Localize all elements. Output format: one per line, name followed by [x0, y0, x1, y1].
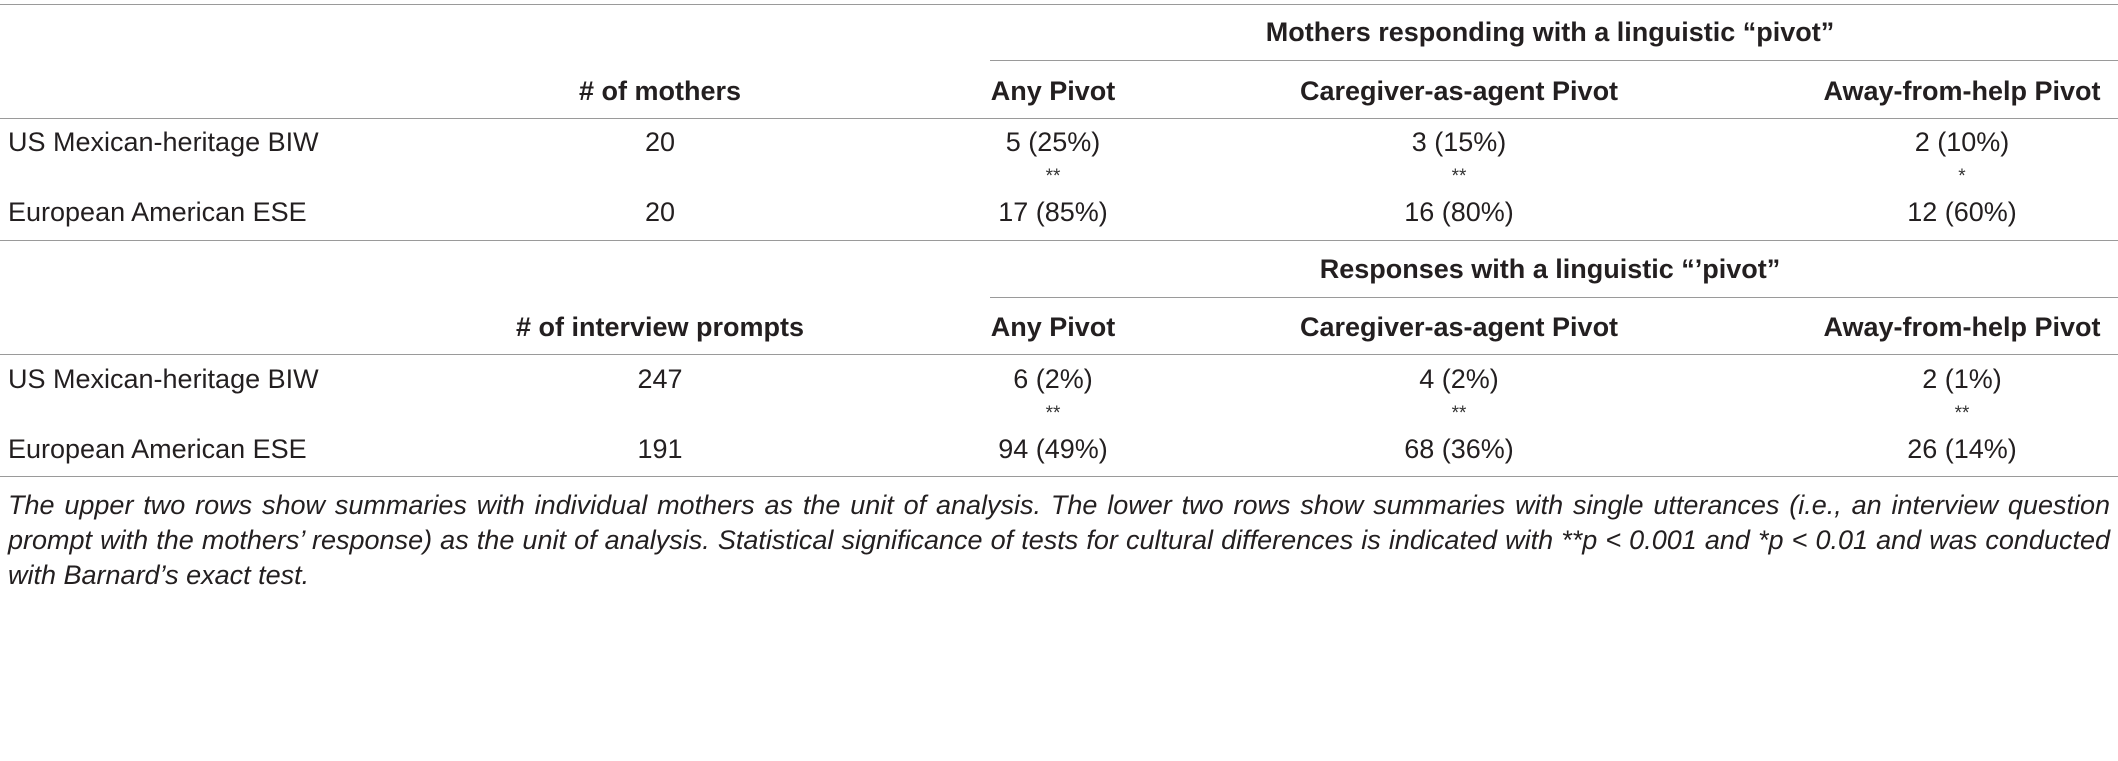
row-away-pivot: 12 (60%) — [1907, 197, 2017, 227]
row-any-pivot: 5 (25%) — [1005, 127, 1101, 157]
table-top-rule — [0, 4, 2118, 5]
spanning-header-bottom: Responses with a linguistic “’pivot” — [1319, 254, 1781, 284]
spanning-header-top: Mothers responding with a linguistic “pi… — [1265, 17, 1835, 47]
col-header-away-pivot-top: Away-from-help Pivot — [1823, 76, 2101, 106]
section-divider-rule — [0, 240, 2118, 241]
row-caregiver-pivot: 3 (15%) — [1411, 127, 1507, 157]
significance-any-bottom: ** — [1045, 403, 1061, 424]
spanning-header-rule-top — [990, 60, 2118, 61]
row-caregiver-pivot: 68 (36%) — [1404, 434, 1514, 464]
significance-away-bottom: ** — [1954, 403, 1970, 424]
row-group-label: US Mexican-heritage BIW — [8, 364, 319, 394]
row-count: 20 — [644, 197, 676, 227]
col-header-interview-prompts: # of interview prompts — [515, 312, 805, 342]
table-bottom-rule — [0, 476, 2118, 477]
col-header-away-pivot-bottom: Away-from-help Pivot — [1823, 312, 2101, 342]
row-caregiver-pivot: 16 (80%) — [1404, 197, 1514, 227]
significance-away-top: * — [1958, 166, 1966, 187]
header-rule-top — [0, 118, 2118, 119]
row-any-pivot: 6 (2%) — [1013, 364, 1093, 394]
col-header-any-pivot-bottom: Any Pivot — [990, 312, 1116, 342]
row-group-label: European American ESE — [8, 197, 307, 227]
significance-caregiver-bottom: ** — [1451, 403, 1467, 424]
significance-any-top: ** — [1045, 166, 1061, 187]
row-away-pivot: 26 (14%) — [1907, 434, 2017, 464]
table-footnote: The upper two rows show summaries with i… — [8, 490, 2110, 590]
row-any-pivot: 94 (49%) — [998, 434, 1108, 464]
row-group-label: European American ESE — [8, 434, 307, 464]
row-caregiver-pivot: 4 (2%) — [1419, 364, 1499, 394]
col-header-caregiver-pivot-bottom: Caregiver-as-agent Pivot — [1299, 312, 1619, 342]
header-rule-bottom — [0, 354, 2118, 355]
row-count: 191 — [637, 434, 683, 464]
col-header-mothers: # of mothers — [578, 76, 742, 106]
spanning-header-rule-bottom — [990, 297, 2118, 298]
row-count: 247 — [637, 364, 683, 394]
row-away-pivot: 2 (1%) — [1922, 364, 2002, 394]
row-away-pivot: 2 (10%) — [1914, 127, 2010, 157]
row-any-pivot: 17 (85%) — [998, 197, 1108, 227]
col-header-caregiver-pivot-top: Caregiver-as-agent Pivot — [1299, 76, 1619, 106]
row-count: 20 — [644, 127, 676, 157]
significance-caregiver-top: ** — [1451, 166, 1467, 187]
row-group-label: US Mexican-heritage BIW — [8, 127, 319, 157]
col-header-any-pivot-top: Any Pivot — [990, 76, 1116, 106]
